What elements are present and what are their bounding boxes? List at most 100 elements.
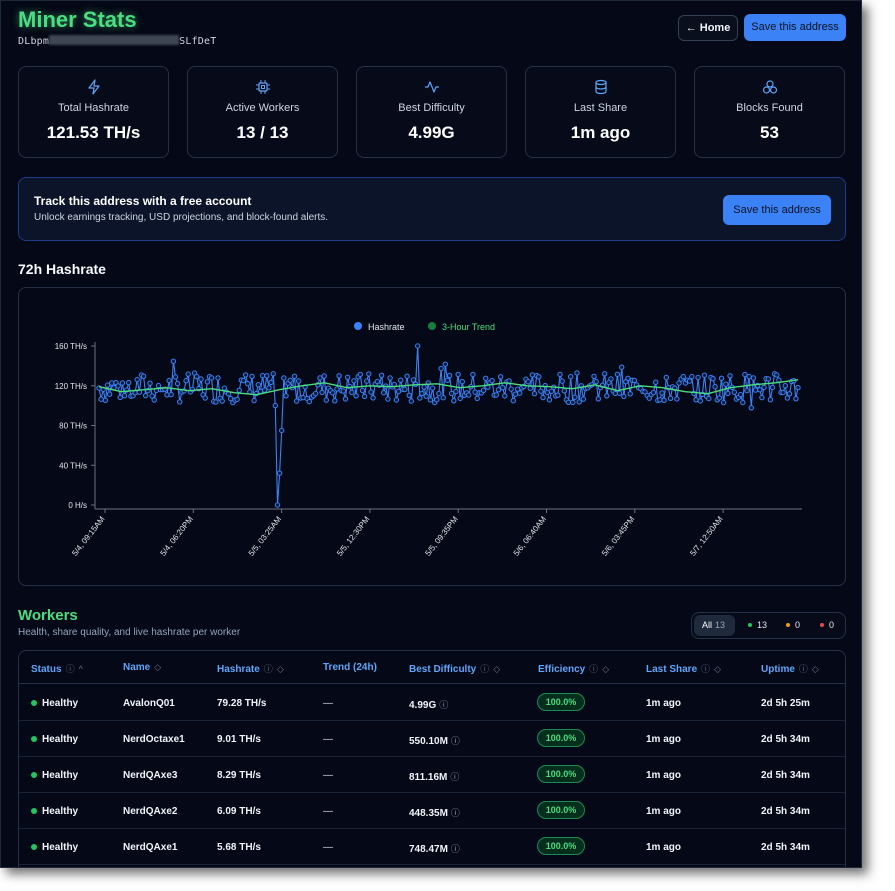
- hashrate-point: [506, 378, 512, 384]
- hashrate-point: [417, 395, 423, 401]
- hashrate-point: [595, 396, 601, 402]
- hashrate-point: [604, 393, 610, 399]
- stat-card-blocks-found: Blocks Found 53: [694, 66, 845, 158]
- healthy-dot-icon: [31, 844, 37, 850]
- info-icon[interactable]: ⓘ: [450, 736, 460, 746]
- hashrate-point: [795, 384, 801, 391]
- column-uptime[interactable]: Uptime ⓘ ◇: [761, 662, 819, 675]
- hashrate-point: [183, 378, 189, 384]
- hashrate-point: [385, 396, 391, 402]
- info-icon[interactable]: ⓘ: [450, 772, 460, 782]
- hashrate-point: [657, 397, 663, 403]
- save-address-button[interactable]: Save this address: [744, 14, 846, 41]
- best-difficulty-cell: 811.16M ⓘ: [409, 770, 459, 783]
- hashrate-point: [140, 373, 147, 380]
- filter-offline-button[interactable]: 0: [820, 615, 834, 636]
- hashrate-point: [591, 373, 597, 380]
- hashrate-point: [718, 375, 725, 382]
- hashrate-point: [561, 388, 567, 394]
- hashrate-point: [359, 387, 366, 394]
- database-icon: [595, 79, 607, 95]
- hashrate-point: [716, 395, 723, 401]
- hashrate-point: [474, 395, 480, 402]
- hashrate-point: [300, 394, 306, 401]
- info-icon[interactable]: ⓘ: [450, 844, 460, 854]
- info-icon[interactable]: ⓘ: [439, 700, 449, 710]
- hashrate-point: [701, 372, 708, 378]
- hashrate-point: [470, 371, 476, 378]
- hashrate-point: [415, 343, 421, 349]
- column-last-share[interactable]: Last Share ⓘ ◇: [646, 662, 721, 675]
- hashrate-point: [429, 385, 436, 391]
- status-cell: Healthy: [31, 842, 78, 853]
- hashrate-point: [177, 399, 183, 405]
- hashrate-point: [317, 375, 323, 381]
- hashrate-point: [166, 377, 172, 384]
- table-row[interactable]: Healthy NerdQAxe2 6.09 TH/s — 448.35M ⓘ 100.0%…: [19, 793, 845, 829]
- stat-label: Active Workers: [225, 102, 300, 114]
- hashrate-point: [568, 374, 574, 380]
- hashrate-point: [321, 373, 327, 379]
- efficiency-badge: 100.0%: [537, 801, 585, 819]
- hashrate-point: [744, 387, 750, 394]
- hashrate-point: [270, 371, 276, 377]
- hashrate-point: [442, 361, 448, 367]
- worker-name: NerdQAxe2: [123, 806, 178, 817]
- table-row[interactable]: Healthy AvalonQ01 79.28 TH/s — 4.99G ⓘ 100.0% 1…: [19, 685, 845, 721]
- promo-save-address-button[interactable]: Save this address: [723, 195, 831, 225]
- stat-value: 121.53 TH/s: [46, 123, 141, 142]
- column-efficiency[interactable]: Efficiency ⓘ ◇: [538, 662, 609, 675]
- filter-warning-button[interactable]: 0: [786, 615, 800, 636]
- hashrate-point: [398, 377, 404, 383]
- chart-title: 72h Hashrate: [18, 261, 106, 277]
- column-name[interactable]: Name ◇: [123, 662, 161, 673]
- info-icon: ⓘ: [263, 664, 273, 674]
- status-text: Healthy: [42, 842, 79, 853]
- table-row[interactable]: Healthy NerdQAxe1 5.68 TH/s — 748.47M ⓘ 100.0%…: [19, 829, 845, 865]
- hashrate-point: [619, 364, 625, 370]
- worker-uptime: 2d 5h 34m: [761, 734, 810, 745]
- column-status[interactable]: Status ⓘ ^: [31, 662, 83, 675]
- hashrate-point: [750, 375, 757, 381]
- table-row[interactable]: Healthy NerdQAxe3 8.29 TH/s — 811.16M ⓘ 100.0%…: [19, 757, 845, 793]
- stat-card-last-share: Last Share 1m ago: [525, 66, 676, 158]
- y-tick-label: 80 TH/s: [59, 422, 87, 431]
- hashrate-point: [266, 385, 272, 391]
- hashrate-point: [517, 390, 523, 396]
- hashrate-series: [96, 343, 801, 508]
- healthy-dot-icon: [31, 772, 37, 778]
- hashrate-point: [674, 396, 680, 402]
- hashrate-point: [215, 375, 221, 381]
- filter-all-button[interactable]: All 13: [694, 615, 735, 636]
- hashrate-point: [406, 392, 412, 399]
- info-icon: ⓘ: [589, 664, 599, 674]
- hashrate-point: [149, 393, 155, 399]
- column-hashrate[interactable]: Hashrate ⓘ ◇: [217, 662, 284, 675]
- hashrate-point: [559, 378, 565, 384]
- sort-icon: ◇: [154, 662, 162, 672]
- x-tick-label: 5/4, 09:15AM: [70, 514, 107, 557]
- hashrate-point: [616, 390, 623, 396]
- worker-trend: —: [323, 734, 333, 745]
- hashrate-point: [710, 376, 716, 382]
- hashrate-point: [272, 402, 278, 409]
- healthy-dot-icon: [31, 736, 37, 742]
- table-row[interactable]: Healthy NerdOctaxe1 9.01 TH/s — 550.10M ⓘ 100.…: [19, 721, 845, 757]
- column-trend-label: Trend (24h): [323, 662, 377, 673]
- column-best-difficulty[interactable]: Best Difficulty ⓘ ◇: [409, 662, 500, 675]
- home-button[interactable]: ← Home: [678, 15, 738, 41]
- stat-value: 4.99G: [408, 123, 455, 142]
- hashrate-point: [757, 387, 763, 393]
- worker-best-difficulty: 4.99G: [409, 700, 437, 711]
- hashrate-point: [667, 395, 674, 402]
- hashrate-point: [202, 395, 208, 401]
- hashrate-point: [421, 384, 427, 390]
- status-text: Healthy: [42, 734, 79, 745]
- address-prefix: DLbpm: [18, 36, 50, 47]
- filter-healthy-button[interactable]: 13: [748, 615, 767, 636]
- promo-subtext: Unlock earnings tracking, USD projection…: [34, 212, 329, 223]
- hashrate-point: [712, 384, 718, 390]
- hashrate-point: [621, 393, 627, 400]
- hashrate-point: [198, 376, 204, 382]
- info-icon[interactable]: ⓘ: [450, 808, 460, 818]
